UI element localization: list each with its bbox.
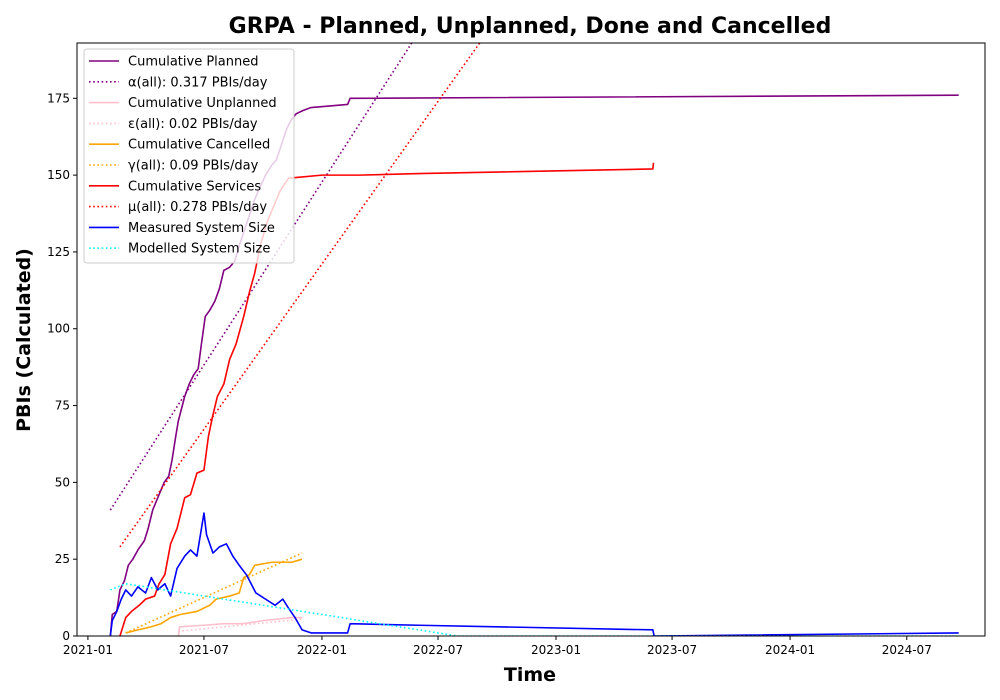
- x-axis-label: Time: [504, 664, 556, 686]
- legend-label-measured-system-size: Measured System Size: [128, 221, 275, 236]
- x-tick-label: 2023-01: [531, 643, 581, 657]
- y-tick-label: 175: [47, 91, 70, 105]
- legend-label-all-0-09-pbis-day: γ(all): 0.09 PBIs/day: [128, 159, 259, 174]
- chart-title: GRPA - Planned, Unplanned, Done and Canc…: [229, 14, 832, 39]
- legend-label-cumulative-cancelled: Cumulative Cancelled: [128, 138, 270, 153]
- legend-label-all-0-278-pbis-day: μ(all): 0.278 PBIs/day: [128, 200, 267, 215]
- series-line-1-all-0-317-pbis-day: [109, 43, 413, 511]
- series-line-5-all-0-09-pbis-day: [125, 552, 303, 634]
- series-line-9-modelled-system-size: [110, 582, 959, 636]
- legend: Cumulative Planned α(all): 0.317 PBIs/day…: [83, 48, 295, 264]
- y-tick-label: 75: [55, 399, 70, 413]
- y-tick-label: 100: [47, 322, 70, 336]
- y-axis-label: PBIs (Calculated): [13, 248, 35, 432]
- x-tick-label: 2024-07: [882, 643, 932, 657]
- series-line-2-cumulative-unplanned: [177, 616, 303, 636]
- plot-frame: [76, 42, 986, 637]
- legend-label-cumulative-unplanned: Cumulative Unplanned: [128, 96, 277, 111]
- y-tick-label: 125: [47, 245, 70, 259]
- y-tick-label: 25: [55, 552, 70, 566]
- legend-box: [83, 48, 295, 264]
- y-tick-label: 50: [55, 475, 70, 489]
- y-tick-label: 150: [47, 168, 70, 182]
- y-axis: 0 25 50 75 100 125 150 175: [47, 91, 77, 643]
- x-tick-label: 2022-01: [297, 643, 347, 657]
- legend-label-modelled-system-size: Modelled System Size: [128, 242, 270, 257]
- x-tick-label: 2023-07: [647, 643, 697, 657]
- x-tick-label: 2022-07: [413, 643, 463, 657]
- series-line-8-measured-system-size: [109, 512, 959, 636]
- x-tick-label: 2024-01: [765, 643, 815, 657]
- y-tick-label: 0: [62, 629, 70, 643]
- legend-label-cumulative-planned: Cumulative Planned: [128, 55, 258, 70]
- x-tick-label: 2021-01: [63, 643, 113, 657]
- x-axis: 2021-01 2021-07 2022-01 2022-07 2023-01 2023-…: [63, 636, 932, 657]
- legend-label-all-0-317-pbis-day: α(all): 0.317 PBIs/day: [128, 75, 268, 90]
- legend-label-all-0-02-pbis-day: ε(all): 0.02 PBIs/day: [128, 117, 258, 132]
- x-tick-label: 2021-07: [179, 643, 229, 657]
- series-line-4-cumulative-cancelled: [125, 558, 303, 634]
- legend-label-cumulative-services: Cumulative Services: [128, 179, 261, 194]
